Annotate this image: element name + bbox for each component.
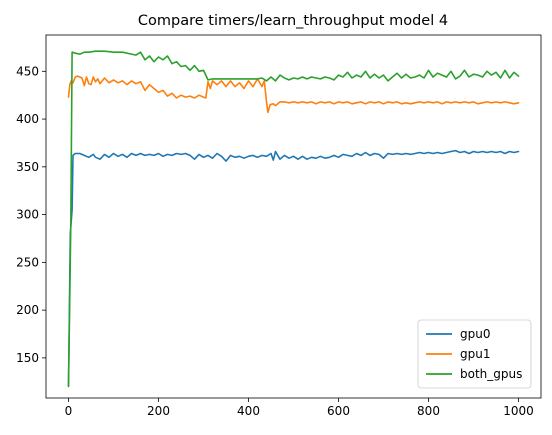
legend-box (417, 319, 532, 389)
y-tick-label: 250 (16, 255, 39, 269)
legend-label-gpu0: gpu0 (460, 327, 490, 341)
y-tick-label: 450 (16, 64, 39, 78)
x-tick-label: 600 (327, 404, 350, 418)
series-line-gpu1 (67, 75, 520, 114)
legend-label-gpu1: gpu1 (460, 347, 490, 361)
y-tick-label: 350 (16, 160, 39, 174)
plot-area (67, 50, 520, 388)
y-tick-label: 150 (16, 351, 39, 365)
y-tick-label: 400 (16, 112, 39, 126)
x-tick-label: 1000 (503, 404, 534, 418)
y-tick-label: 300 (16, 208, 39, 222)
series-line-both-gpus (67, 50, 520, 388)
chart-title: Compare timers/learn_throughput model 4 (138, 13, 448, 29)
plot-frame (45, 34, 542, 399)
x-tick-label: 0 (65, 404, 73, 418)
x-tick-label: 400 (237, 404, 260, 418)
y-tick-label: 200 (16, 303, 39, 317)
legend: gpu0 gpu1 both_gpus (417, 319, 532, 389)
axes: 0 200 400 600 800 1000 150 200 250 300 350 400 450 (16, 34, 542, 418)
x-tick-label: 800 (417, 404, 440, 418)
x-tick-label: 200 (147, 404, 170, 418)
series-line-gpu0 (67, 149, 520, 387)
legend-label-both-gpus: both_gpus (460, 367, 522, 381)
